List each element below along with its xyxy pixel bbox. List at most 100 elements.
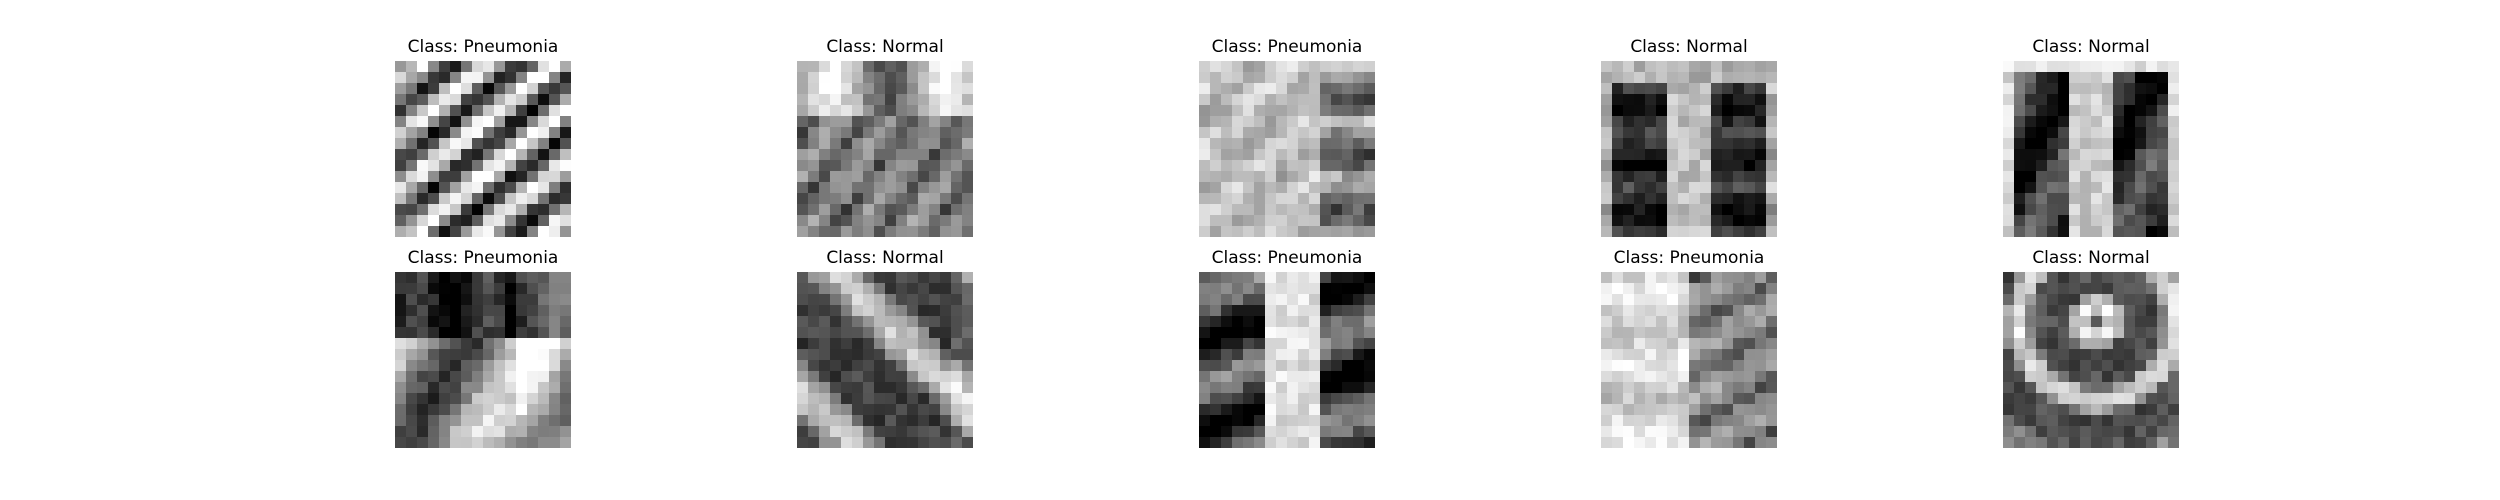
image-pixel [940, 272, 952, 284]
image-pixel [1755, 294, 1767, 306]
image-pixel [830, 127, 842, 139]
image-pixel [2135, 272, 2147, 284]
image-pixel [951, 105, 963, 117]
image-pixel [428, 382, 440, 394]
image-pixel [1210, 94, 1222, 106]
image-pixel [1254, 116, 1266, 128]
image-pixel [874, 193, 886, 205]
image-pixel [472, 83, 484, 95]
image-pixel [2113, 193, 2125, 205]
image-pixel [1276, 83, 1288, 95]
image-pixel [819, 415, 831, 427]
image-pixel [1667, 426, 1679, 438]
image-pixel [830, 437, 842, 448]
image-pixel [2157, 371, 2169, 383]
image-pixel [1689, 72, 1701, 84]
image-pixel [549, 283, 561, 295]
image-pixel [494, 94, 506, 106]
image-pixel [2135, 116, 2147, 128]
image-pixel [819, 116, 831, 128]
image-pixel [516, 305, 528, 317]
image-pixel [929, 72, 941, 84]
image-pixel [1254, 426, 1266, 438]
image-pixel [406, 94, 418, 106]
image-pixel [2036, 404, 2048, 416]
image-pixel [472, 94, 484, 106]
image-pixel [2036, 160, 2048, 172]
image-pixel [1298, 138, 1310, 150]
image-pixel [2025, 404, 2037, 416]
image-pixel [918, 426, 930, 438]
image-pixel [918, 61, 930, 73]
image-pixel [907, 272, 919, 284]
image-pixel [1623, 149, 1635, 161]
image-pixel [483, 105, 495, 117]
image-pixel [1634, 283, 1646, 295]
image-pixel [494, 193, 506, 205]
image-pixel [1733, 415, 1745, 427]
image-pixel [461, 294, 473, 306]
image-pixel [1331, 149, 1343, 161]
image-pixel [940, 404, 952, 416]
image-pixel [2124, 204, 2136, 216]
image-pixel [483, 382, 495, 394]
image-pixel [1287, 415, 1299, 427]
image-pixel [395, 360, 407, 372]
image-pixel [395, 382, 407, 394]
image-pixel [929, 138, 941, 150]
image-pixel [2069, 226, 2081, 237]
image-pixel [1700, 116, 1712, 128]
image-pixel [1722, 226, 1734, 237]
image-pixel [863, 437, 875, 448]
image-pixel [2135, 294, 2147, 306]
image-pixel [940, 149, 952, 161]
image-pixel [2036, 283, 2048, 295]
image-pixel [1298, 360, 1310, 372]
image-pixel [527, 305, 539, 317]
image-pixel [797, 160, 809, 172]
image-pixel [1276, 327, 1288, 339]
image-pixel [896, 327, 908, 339]
image-pixel [2014, 171, 2026, 183]
image-pixel [1309, 283, 1321, 295]
image-pixel [1353, 193, 1365, 205]
image-pixel [1309, 105, 1321, 117]
image-pixel [1612, 193, 1624, 205]
image-pixel [2025, 371, 2037, 383]
image-pixel [1689, 426, 1701, 438]
image-pixel [417, 215, 429, 227]
image-pixel [1700, 94, 1712, 106]
image-pixel [2069, 349, 2081, 361]
image-pixel [797, 215, 809, 227]
image-pixel [841, 215, 853, 227]
image-pixel [527, 193, 539, 205]
image-pixel [417, 272, 429, 284]
image-pixel [1309, 305, 1321, 317]
image-pixel [1678, 415, 1690, 427]
image-pixel [549, 94, 561, 106]
image-pixel [797, 393, 809, 405]
image-pixel [2157, 316, 2169, 328]
image-pixel [2047, 105, 2059, 117]
image-pixel [2080, 404, 2092, 416]
image-pixel [450, 226, 462, 237]
image-pixel [852, 204, 864, 216]
image-pixel [461, 105, 473, 117]
image-pixel [2047, 283, 2059, 295]
image-pixel [428, 127, 440, 139]
image-pixel [797, 283, 809, 295]
image-pixel [2113, 338, 2125, 350]
image-pixel [808, 83, 820, 95]
image-pixel [1733, 426, 1745, 438]
image-pixel [830, 215, 842, 227]
image-pixel [1287, 327, 1299, 339]
image-pixel [1623, 272, 1635, 284]
image-pixel [2025, 338, 2037, 350]
image-pixel [874, 83, 886, 95]
image-pixel [852, 116, 864, 128]
image-pixel [450, 338, 462, 350]
image-pixel [830, 426, 842, 438]
image-pixel [2168, 294, 2179, 306]
image-pixel [808, 171, 820, 183]
image-pixel [896, 404, 908, 416]
